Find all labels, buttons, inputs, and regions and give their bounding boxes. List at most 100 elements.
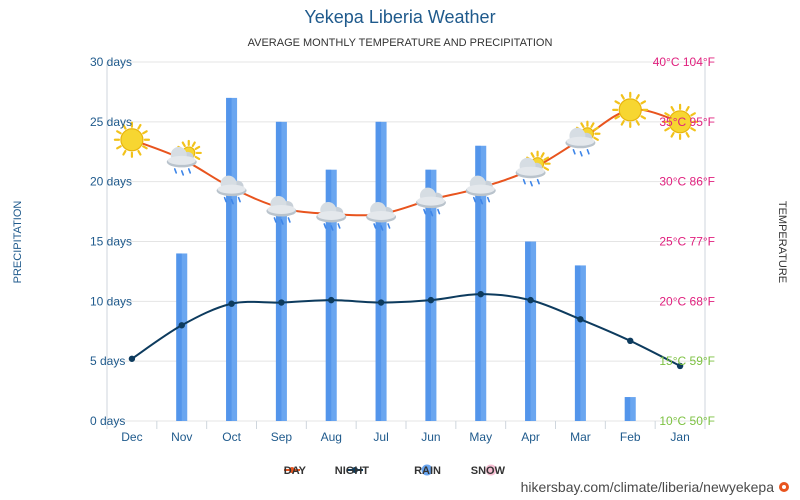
sun-ray [640,100,647,105]
legend-dot-marker [421,464,433,476]
legend-item-night: NIGHT [335,465,370,477]
cloud-icon [465,175,496,197]
cloud-part [416,196,445,206]
rain-drop [472,196,477,203]
sun-ray [664,127,670,132]
night-point [427,296,435,304]
rain-bar-shade [525,241,531,421]
sun-ray [181,141,186,148]
rain-drop [536,178,540,185]
chart-subtitle: AVERAGE MONTHLY TEMPERATURE AND PRECIPIT… [248,37,553,49]
rain-drop [180,170,185,176]
x-tick-label: Jul [373,430,388,444]
x-tick-label: Nov [171,430,192,444]
precipitation-tick-label: 30 days [90,55,132,69]
sun-ray [593,136,599,141]
sun-disc [668,110,692,134]
cloud-part [267,204,296,214]
night-temperature-line [131,293,681,367]
night-point [676,362,684,370]
pin-hole [782,485,786,489]
cloud-rain-icon [366,201,397,231]
sun-ray [640,115,647,120]
cloud-part [566,136,595,146]
sun-ray [635,94,640,100]
sun-ray [580,122,585,128]
rain-drops-icon [173,168,192,176]
rain-bar [574,265,586,421]
sun-ray [194,145,201,151]
sun-disc [618,98,642,122]
cloud-rain-icon [465,175,496,205]
cloud-part [516,166,545,176]
sun-ray [635,120,640,126]
y-axis-labels: 0 days 5 days 10 days 15 days 20 days 25 days… [90,55,715,428]
rain-drop [486,196,491,203]
sun-icon [661,103,699,140]
cloud-part [217,184,246,194]
rain-drop [280,219,284,225]
cloud-icon [316,201,347,223]
rain-bars [176,97,636,422]
night-point [577,316,584,323]
rain-drop [479,198,484,205]
rain-drop [522,178,526,185]
location-pin-icon [779,482,789,492]
temperature-tick-label: 30°C 86°F [659,175,715,189]
night-point [377,299,385,306]
x-tick-label: Jun [421,430,440,444]
legend-point-marker [289,467,295,473]
precipitation-tick-label: 25 days [90,115,132,129]
source-text: hikersbay.com/climate/liberia/newyekepa [521,479,775,495]
x-tick-label: Dec [121,430,142,444]
source-link[interactable]: hikersbay.com/climate/liberia/newyekepa [521,479,789,495]
precipitation-tick-label: 5 days [90,354,125,368]
sun-ray [137,123,142,130]
cloud-icon [515,157,546,179]
legend: DAY NIGHT RAIN SNOW [284,464,506,477]
chart-titles: Yekepa Liberia Weather AVERAGE MONTHLY TE… [248,7,553,49]
sun-ray [116,130,122,135]
sun-ray [690,112,696,117]
sun-ray [670,106,675,112]
cloud-rain-icon [266,195,297,225]
temperature-tick-label: 40°C 104°F [653,55,715,69]
rain-drops-icon [522,178,540,187]
chart-title: Yekepa Liberia Weather [304,7,495,27]
sun-icon [612,91,649,128]
legend-item-rain: RAIN [414,464,441,477]
cloud-rain-icon [415,187,446,217]
precipitation-tick-label: 10 days [90,294,132,308]
rain-drops-icon [472,196,491,205]
sun-ray [685,106,690,112]
sun-icon [113,121,151,158]
sun-cloud-rain-icon [515,150,551,187]
rain-drop [423,208,427,215]
sun-icon [612,91,649,128]
precipitation-tick-label: 0 days [90,414,125,428]
rain-bar-shade [275,121,282,421]
rain-bar-shade [375,121,382,421]
sun-ray [614,100,621,105]
sun-ray [664,112,670,117]
x-tick-label: Mar [570,430,591,444]
rain-drop [323,223,327,229]
legend-label: DAY [284,465,307,477]
temperature-tick-label: 20°C 68°F [659,294,715,308]
night-point [228,300,235,307]
sun-icon [113,121,151,158]
sun-ray [142,145,148,150]
rain-drop [579,150,583,157]
sun-ray [194,155,201,161]
rain-drop [237,196,241,203]
rain-bar-shade [226,97,232,422]
rain-drop [586,148,590,155]
rain-drops-icon [273,217,291,225]
rain-drop [529,180,533,187]
rain-drop [373,223,377,229]
sun-ray [543,166,550,171]
night-point [328,296,335,304]
rain-drops-icon [323,223,341,231]
x-tick-label: Feb [620,430,641,444]
